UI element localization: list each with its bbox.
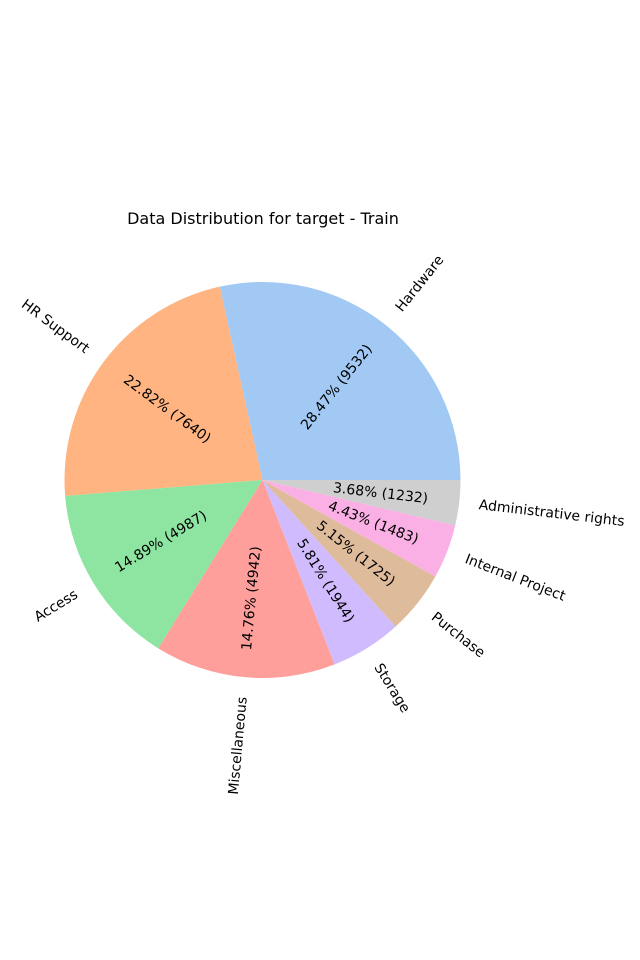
- pie-category-label: HR Support: [18, 297, 92, 358]
- pie-category-label: Access: [32, 587, 81, 626]
- pie-category-label: Miscellaneous: [226, 696, 251, 795]
- pie-category-label: Hardware: [393, 252, 448, 315]
- pie-category-label: Administrative rights: [478, 497, 625, 530]
- pie-category-label: Internal Project: [463, 551, 568, 605]
- pie-category-label: Storage: [371, 661, 413, 716]
- pie-slice-administrative-rights: [262, 480, 461, 526]
- pie-slice-access: [65, 480, 263, 649]
- pie-slice-hr-support: [64, 286, 263, 496]
- chart-title: Data Distribution for target - Train: [127, 209, 399, 228]
- pie-slice-internal-project: [262, 480, 456, 577]
- pie-slice-storage: [262, 480, 396, 665]
- pie-category-label: Purchase: [428, 609, 488, 661]
- pie-slices: [64, 282, 461, 678]
- pie-slice-hardware: [219, 282, 461, 480]
- pie-slice-purchase: [262, 480, 436, 627]
- pie-slice-miscellaneous: [158, 480, 335, 678]
